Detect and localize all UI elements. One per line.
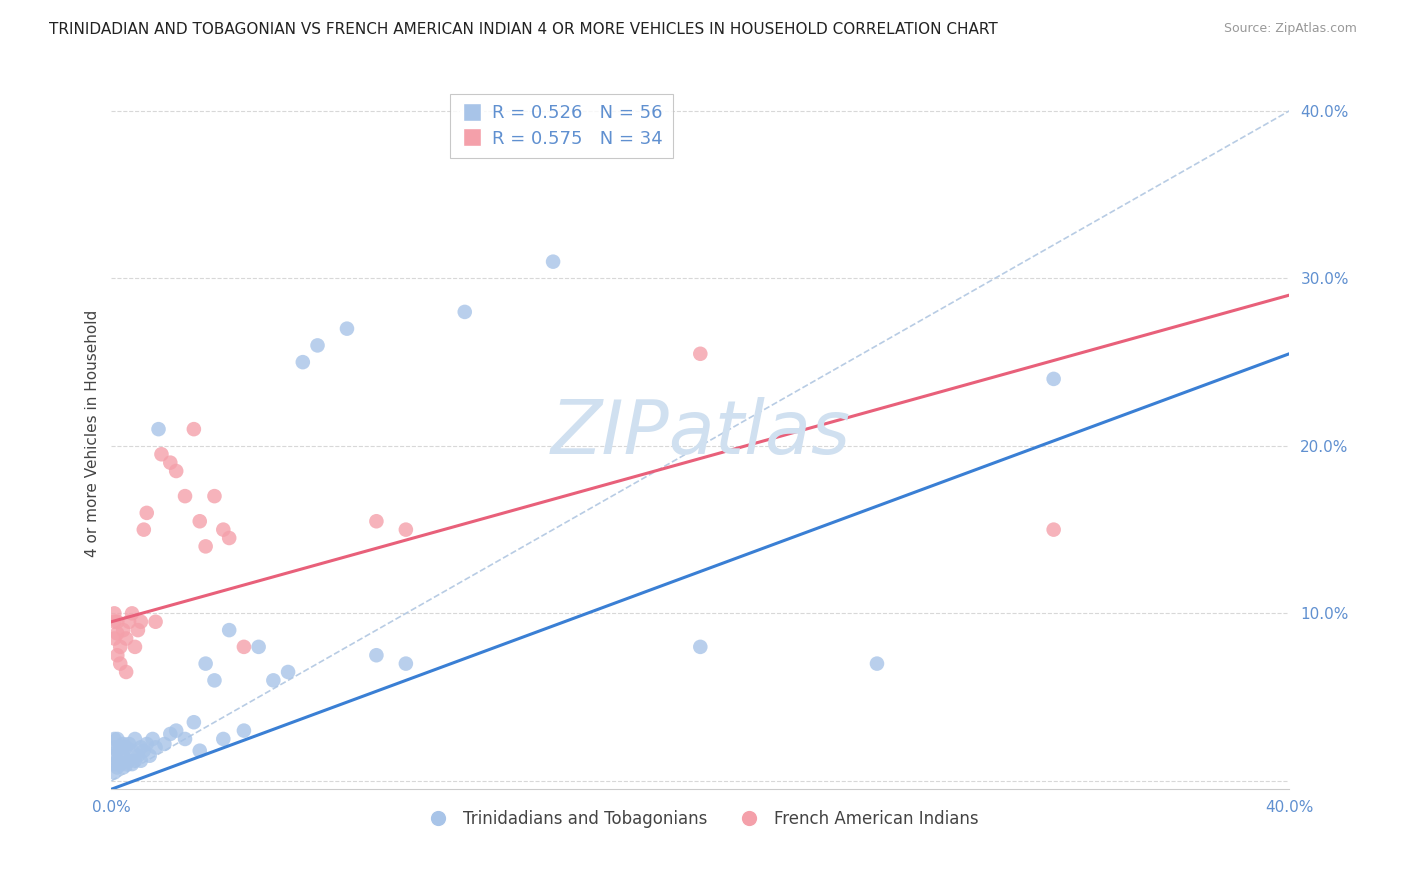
Point bbox=[112, 748, 135, 763]
Point bbox=[127, 748, 149, 763]
Point bbox=[103, 731, 125, 746]
Point bbox=[115, 665, 138, 679]
Point bbox=[366, 648, 388, 663]
Point bbox=[336, 321, 359, 335]
Point bbox=[124, 640, 146, 654]
Point bbox=[129, 754, 152, 768]
Point bbox=[183, 715, 205, 730]
Point bbox=[115, 757, 138, 772]
Point bbox=[1042, 523, 1064, 537]
Point bbox=[110, 757, 132, 772]
Point bbox=[153, 737, 176, 751]
Point bbox=[366, 514, 388, 528]
Text: TRINIDADIAN AND TOBAGONIAN VS FRENCH AMERICAN INDIAN 4 OR MORE VEHICLES IN HOUSE: TRINIDADIAN AND TOBAGONIAN VS FRENCH AME… bbox=[49, 22, 998, 37]
Point bbox=[165, 723, 187, 738]
Point bbox=[218, 531, 240, 545]
Y-axis label: 4 or more Vehicles in Household: 4 or more Vehicles in Household bbox=[86, 310, 100, 557]
Point bbox=[212, 731, 235, 746]
Point bbox=[110, 740, 132, 755]
Point bbox=[232, 640, 254, 654]
Point bbox=[188, 514, 211, 528]
Point bbox=[110, 640, 132, 654]
Point bbox=[159, 456, 181, 470]
Point bbox=[689, 640, 711, 654]
Point bbox=[112, 623, 135, 637]
Point bbox=[395, 657, 418, 671]
Point bbox=[105, 744, 128, 758]
Point bbox=[138, 748, 160, 763]
Point bbox=[204, 673, 226, 688]
Point bbox=[118, 754, 141, 768]
Point bbox=[262, 673, 284, 688]
Point bbox=[183, 422, 205, 436]
Point bbox=[121, 744, 143, 758]
Point bbox=[204, 489, 226, 503]
Point bbox=[194, 657, 217, 671]
Point bbox=[135, 737, 157, 751]
Point bbox=[132, 744, 155, 758]
Point bbox=[232, 723, 254, 738]
Point bbox=[124, 731, 146, 746]
Point bbox=[145, 740, 167, 755]
Point bbox=[247, 640, 270, 654]
Point bbox=[135, 506, 157, 520]
Point bbox=[689, 347, 711, 361]
Point bbox=[129, 740, 152, 755]
Point bbox=[105, 626, 128, 640]
Point bbox=[118, 615, 141, 629]
Point bbox=[124, 754, 146, 768]
Point bbox=[174, 731, 197, 746]
Point bbox=[165, 464, 187, 478]
Point bbox=[103, 632, 125, 646]
Point bbox=[105, 731, 128, 746]
Point bbox=[110, 657, 132, 671]
Point bbox=[115, 740, 138, 755]
Point bbox=[115, 632, 138, 646]
Point bbox=[103, 757, 125, 772]
Point bbox=[121, 757, 143, 772]
Point bbox=[174, 489, 197, 503]
Point bbox=[112, 760, 135, 774]
Point bbox=[866, 657, 889, 671]
Point bbox=[105, 754, 128, 768]
Point bbox=[454, 305, 477, 319]
Point bbox=[307, 338, 329, 352]
Point bbox=[105, 615, 128, 629]
Point bbox=[1042, 372, 1064, 386]
Point bbox=[118, 737, 141, 751]
Point bbox=[103, 740, 125, 755]
Point bbox=[105, 760, 128, 774]
Point bbox=[188, 744, 211, 758]
Point bbox=[395, 523, 418, 537]
Text: Source: ZipAtlas.com: Source: ZipAtlas.com bbox=[1223, 22, 1357, 36]
Text: ZIPatlas: ZIPatlas bbox=[550, 397, 851, 469]
Point bbox=[541, 254, 564, 268]
Point bbox=[291, 355, 314, 369]
Point bbox=[129, 615, 152, 629]
Point bbox=[218, 623, 240, 637]
Legend: Trinidadians and Tobagonians, French American Indians: Trinidadians and Tobagonians, French Ame… bbox=[415, 803, 986, 834]
Point bbox=[148, 422, 170, 436]
Point bbox=[142, 731, 165, 746]
Point bbox=[150, 447, 173, 461]
Point bbox=[103, 748, 125, 763]
Point bbox=[212, 523, 235, 537]
Point bbox=[159, 727, 181, 741]
Point bbox=[194, 540, 217, 554]
Point bbox=[132, 523, 155, 537]
Point bbox=[112, 737, 135, 751]
Point bbox=[110, 748, 132, 763]
Point bbox=[121, 607, 143, 621]
Point bbox=[277, 665, 299, 679]
Point bbox=[145, 615, 167, 629]
Point bbox=[103, 765, 125, 780]
Point bbox=[103, 607, 125, 621]
Point bbox=[103, 615, 125, 629]
Point bbox=[105, 648, 128, 663]
Point bbox=[127, 623, 149, 637]
